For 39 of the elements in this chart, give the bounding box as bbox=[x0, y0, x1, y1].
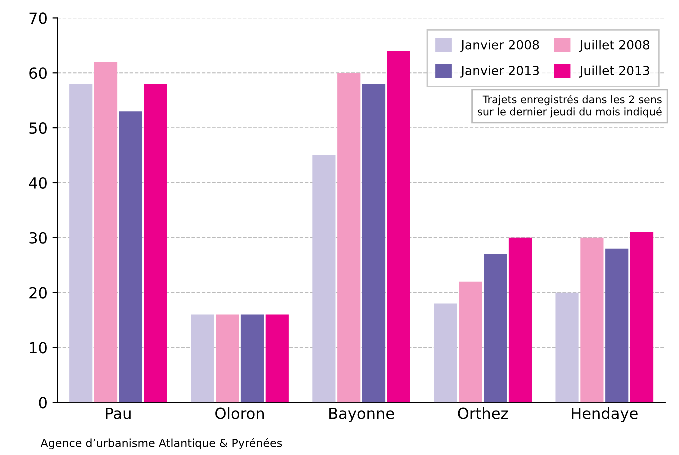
bar bbox=[459, 282, 482, 403]
bar bbox=[240, 314, 264, 403]
bar bbox=[144, 84, 168, 403]
bar bbox=[119, 112, 142, 403]
bar bbox=[266, 314, 289, 403]
y-tick-label: 40 bbox=[29, 177, 47, 189]
legend-label: Janvier 2013 bbox=[460, 66, 540, 78]
y-tick-label: 0 bbox=[39, 397, 47, 409]
x-tick-label: Hendaye bbox=[572, 408, 638, 422]
bar bbox=[387, 51, 410, 403]
legend-label: Janvier 2008 bbox=[460, 40, 540, 52]
bar bbox=[94, 62, 118, 403]
bar bbox=[191, 314, 214, 403]
bar bbox=[580, 238, 604, 403]
bar bbox=[484, 254, 508, 403]
legend-label: Juillet 2008 bbox=[579, 40, 650, 52]
bar bbox=[630, 232, 654, 403]
bar bbox=[312, 156, 336, 403]
y-tick-label: 50 bbox=[30, 122, 47, 134]
bar bbox=[556, 292, 579, 403]
y-tick-label: 10 bbox=[30, 342, 47, 354]
bar bbox=[362, 84, 386, 403]
y-tick-label: 60 bbox=[30, 68, 47, 80]
legend-label: Juillet 2013 bbox=[579, 66, 650, 78]
y-tick-label: 30 bbox=[30, 232, 47, 244]
y-tick-label: 70 bbox=[30, 12, 47, 24]
x-tick-label: Orthez bbox=[458, 408, 508, 420]
x-tick-label: Oloron bbox=[216, 408, 264, 420]
bar bbox=[606, 248, 629, 403]
bar bbox=[216, 314, 240, 403]
bar bbox=[508, 238, 532, 403]
x-tick-label: Bayonne bbox=[330, 408, 394, 422]
bar bbox=[434, 304, 458, 403]
bar bbox=[70, 84, 93, 403]
y-tick-label: 20 bbox=[30, 287, 47, 299]
bar bbox=[338, 73, 361, 403]
annotation: Trajets enregistrés dans les 2 sens sur le dernier jeudi du mois indiqué bbox=[478, 95, 662, 118]
x-tick-label: Pau bbox=[106, 408, 131, 420]
text: Agence d’urbanisme Atlantique & Pyrénées bbox=[40, 438, 282, 450]
